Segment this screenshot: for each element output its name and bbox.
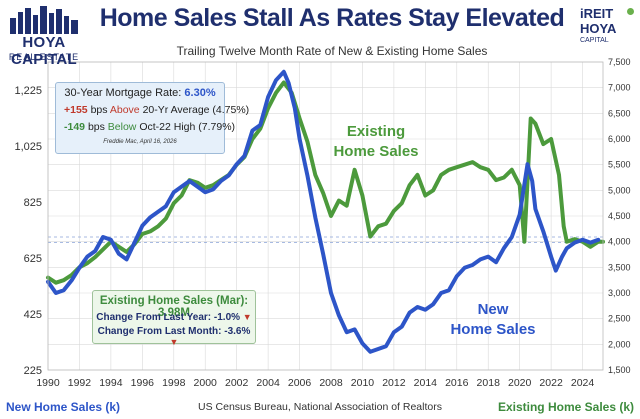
yoy-change-label: Change From Last Year: -1.0% bbox=[96, 312, 241, 323]
below-word: Below bbox=[107, 121, 137, 133]
left-axis-tick-label: 1,225 bbox=[14, 85, 42, 97]
left-axis-tick-label: 825 bbox=[24, 197, 42, 209]
left-axis-tick-label: 625 bbox=[24, 253, 42, 265]
plot-frame bbox=[47, 61, 604, 371]
below-high-rest: Oct-22 High (7.79%) bbox=[139, 121, 236, 133]
logo-hoya-text: HOYA bbox=[580, 21, 617, 36]
chart-axes: 225 425 625 825 1,025 1,225 1,500 2,000 2,500 3,0… bbox=[14, 57, 630, 389]
left-axis-tick-label: 1,025 bbox=[14, 141, 42, 153]
right-axis-tick-label: 5,500 bbox=[608, 160, 631, 170]
new-annotation-line2: Home Sales bbox=[450, 321, 536, 338]
logo-capital-text: CAPITAL bbox=[580, 37, 609, 44]
left-axis-label: New Home Sales (k) bbox=[6, 400, 121, 414]
above-word: Above bbox=[109, 104, 140, 116]
x-axis-tick-label: 1990 bbox=[36, 377, 60, 389]
right-axis-tick-label: 1,500 bbox=[608, 365, 631, 375]
right-axis-label: Existing Home Sales (k) bbox=[497, 400, 634, 414]
chart-series bbox=[46, 69, 605, 354]
logo-brand-text: HOYA CAPITAL bbox=[11, 34, 77, 68]
source-note: US Census Bureau, National Association o… bbox=[198, 401, 442, 413]
x-axis-tick-label: 2020 bbox=[508, 377, 532, 389]
new-home-sales-line bbox=[46, 69, 601, 354]
x-axis-tick-label: 2000 bbox=[194, 377, 218, 389]
right-axis-tick-label: 2,000 bbox=[608, 339, 631, 349]
right-axis-tick-label: 7,000 bbox=[608, 83, 631, 93]
mortgage-rate-line: 30-Year Mortgage Rate: 6.30% bbox=[56, 87, 224, 99]
logo-dot-icon bbox=[627, 8, 634, 15]
above-average-bps: +155 bbox=[64, 104, 88, 116]
right-axis-tick-label: 5,000 bbox=[608, 185, 631, 195]
logo-ireit-text: iREIT bbox=[580, 6, 614, 21]
x-axis-tick-label: 2010 bbox=[351, 377, 375, 389]
left-axis-tick-label: 225 bbox=[24, 365, 42, 377]
x-axis-tick-label: 2018 bbox=[477, 377, 501, 389]
mortgage-rate-box: 30-Year Mortgage Rate: 6.30% +155 bps Ab… bbox=[55, 82, 249, 154]
x-axis-tick-label: 2008 bbox=[319, 377, 343, 389]
above-average-rest: 20-Yr Average (4.75%) bbox=[142, 104, 250, 116]
mom-change-line: Change From Last Month: -3.6% ▼ bbox=[93, 326, 255, 348]
existing-sales-annotation: Existing Home Sales bbox=[330, 122, 422, 162]
right-axis-tick-label: 6,000 bbox=[608, 134, 631, 144]
right-axis-tick-label: 4,500 bbox=[608, 211, 631, 221]
mom-change-label: Change From Last Month: -3.6% bbox=[97, 326, 251, 337]
chart-title: Home Sales Stall As Rates Stay Elevated bbox=[99, 4, 565, 32]
down-triangle-icon: ▼ bbox=[242, 312, 252, 322]
existing-annotation-line2: Home Sales bbox=[333, 143, 419, 160]
right-axis-tick-label: 3,500 bbox=[608, 262, 631, 272]
x-axis-tick-label: 2004 bbox=[256, 377, 280, 389]
x-axis-tick-label: 1992 bbox=[68, 377, 92, 389]
below-high-unit: bps bbox=[87, 121, 105, 133]
yoy-change-line: Change From Last Year: -1.0% ▼ bbox=[93, 312, 255, 323]
new-annotation-line1: New bbox=[477, 301, 509, 318]
x-axis-tick-label: 2014 bbox=[414, 377, 438, 389]
x-axis-tick-label: 2024 bbox=[571, 377, 595, 389]
right-axis-tick-label: 2,500 bbox=[608, 314, 631, 324]
below-high-line: -149 bps Below Oct-22 High (7.79%) bbox=[64, 121, 235, 133]
down-triangle-icon: ▼ bbox=[169, 337, 179, 347]
mortgage-rate-label: 30-Year Mortgage Rate: bbox=[64, 87, 182, 99]
x-axis-tick-label: 1996 bbox=[131, 377, 155, 389]
existing-sales-headline: Existing Home Sales (Mar): 3.98M bbox=[99, 295, 249, 319]
x-axis-tick-label: 2016 bbox=[445, 377, 469, 389]
x-axis-tick-label: 2002 bbox=[225, 377, 249, 389]
left-axis-tick-label: 425 bbox=[24, 309, 42, 321]
right-axis-tick-label: 7,500 bbox=[608, 57, 631, 67]
mortgage-rate-value: 6.30% bbox=[184, 87, 216, 99]
existing-home-sales-line bbox=[46, 80, 605, 285]
x-axis-tick-label: 1994 bbox=[99, 377, 123, 389]
x-axis-tick-label: 2006 bbox=[288, 377, 312, 389]
x-axis-tick-label: 1998 bbox=[162, 377, 186, 389]
x-axis-tick-label: 2022 bbox=[539, 377, 563, 389]
x-axis-tick-label: 2012 bbox=[382, 377, 406, 389]
above-average-line: +155 bps Above 20-Yr Average (4.75%) bbox=[64, 104, 249, 116]
chart-subtitle: Trailing Twelve Month Rate of New & Exis… bbox=[176, 44, 488, 58]
mortgage-source: Freddie Mac, April 16, 2026 bbox=[103, 139, 177, 145]
ireit-hoya-logo: iREIT HOYA CAPITAL bbox=[580, 6, 638, 46]
below-high-bps: -149 bbox=[64, 121, 86, 133]
right-axis-tick-label: 3,000 bbox=[608, 288, 631, 298]
existing-sales-box: Existing Home Sales (Mar): 3.98M Change … bbox=[92, 290, 256, 347]
skyline-icon bbox=[10, 6, 78, 34]
right-axis-tick-label: 4,000 bbox=[608, 237, 631, 247]
existing-annotation-line1: Existing bbox=[346, 123, 406, 140]
logo-sub-text: REAL ESTATE bbox=[8, 52, 80, 62]
right-axis-tick-label: 6,500 bbox=[608, 108, 631, 118]
hoya-capital-logo: HOYA CAPITAL REAL ESTATE bbox=[4, 4, 84, 68]
above-average-unit: bps bbox=[90, 104, 108, 116]
new-sales-annotation: New Home Sales bbox=[438, 300, 548, 340]
